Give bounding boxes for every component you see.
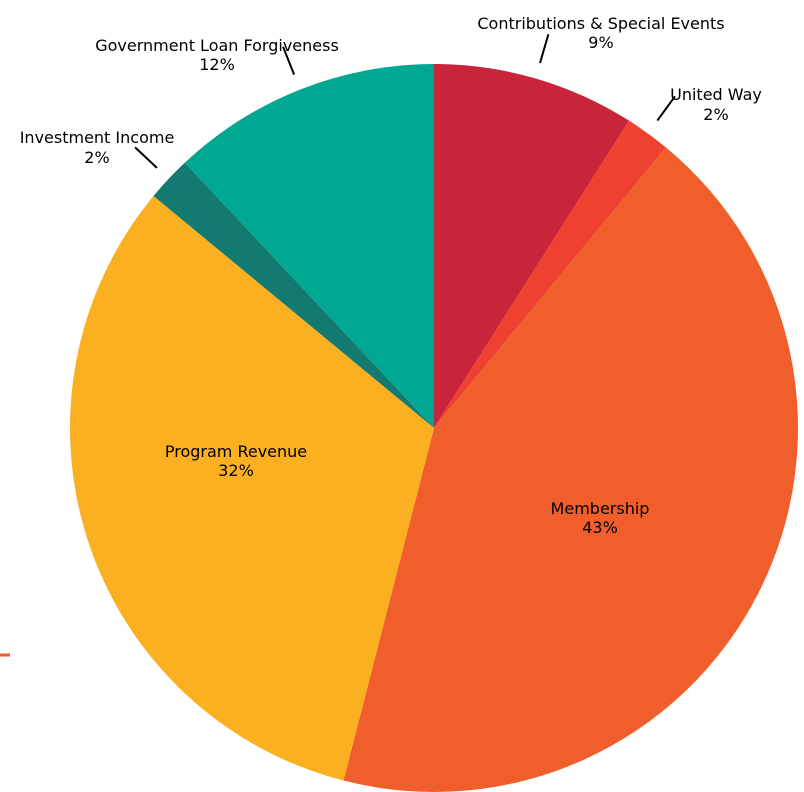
slice-label-government-loan: Government Loan Forgiveness xyxy=(95,36,339,55)
leader-lines xyxy=(134,34,676,169)
pie-slice-program-revenue xyxy=(70,195,434,781)
slice-label-program-revenue: Program Revenue xyxy=(165,442,307,461)
pie-slice-membership xyxy=(343,147,798,792)
slice-value-contributions: 9% xyxy=(588,33,613,52)
pie-slice-contributions-special-events xyxy=(434,64,630,428)
pie-slice-united-way xyxy=(434,120,667,428)
slice-value-government-loan: 12% xyxy=(199,55,235,74)
leader-line-contributions-special-events xyxy=(539,34,550,64)
slice-value-membership: 43% xyxy=(582,518,618,537)
slice-value-investment-income: 2% xyxy=(84,148,109,167)
slice-label-contributions: Contributions & Special Events xyxy=(477,14,724,33)
pie-slice-investment-income xyxy=(153,162,434,428)
slice-label-united-way: United Way xyxy=(670,85,762,104)
slice-label-investment-income: Investment Income xyxy=(20,128,175,147)
slice-value-united-way: 2% xyxy=(703,105,728,124)
leader-line-united-way xyxy=(656,95,676,122)
pie-slices xyxy=(70,64,798,792)
slice-value-program-revenue: 32% xyxy=(218,461,254,480)
leader-line-government-loan-forgiveness xyxy=(282,46,296,76)
pie-slice-government-loan-forgiveness xyxy=(184,64,434,428)
slice-label-membership: Membership xyxy=(551,499,650,518)
leader-line-investment-income xyxy=(134,146,158,169)
